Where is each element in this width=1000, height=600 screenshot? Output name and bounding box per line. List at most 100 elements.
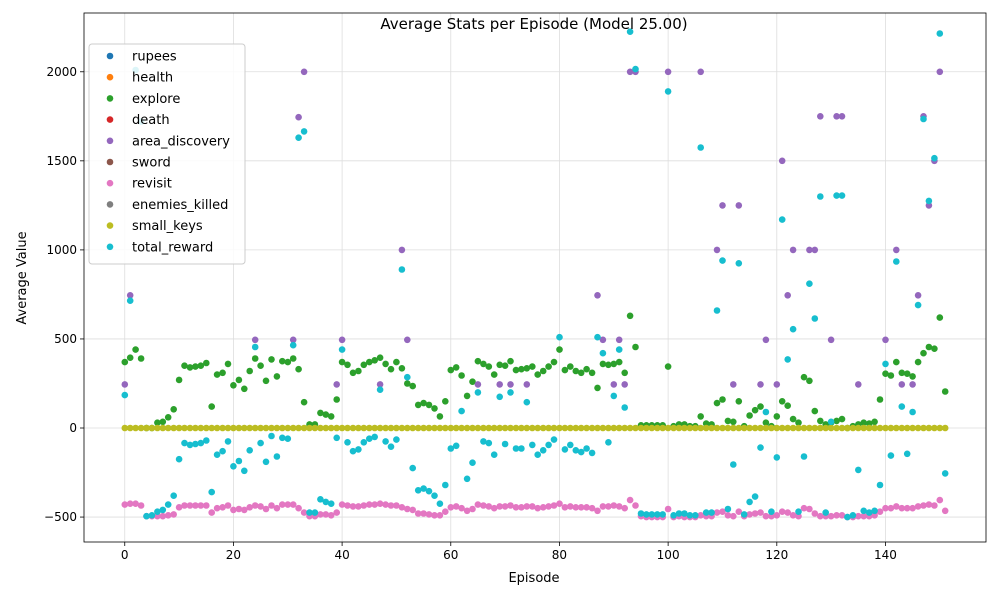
data-point-total-reward: [181, 439, 188, 447]
data-point-area-discovery: [893, 246, 900, 254]
data-point-total-reward: [186, 441, 194, 449]
data-point-total-reward: [404, 373, 411, 381]
data-point-explore: [583, 365, 590, 373]
data-point-revisit: [376, 500, 384, 508]
data-point-revisit: [719, 508, 726, 515]
data-point-small-keys: [376, 424, 384, 432]
data-point-explore: [925, 343, 933, 351]
data-point-small-keys: [610, 424, 618, 432]
data-point-small-keys: [659, 424, 666, 432]
data-point-explore: [121, 358, 129, 366]
data-point-area-discovery: [474, 381, 482, 388]
data-point-small-keys: [784, 424, 791, 432]
data-point-total-reward: [241, 467, 248, 475]
data-point-revisit: [599, 503, 607, 510]
chart-title: Average Stats per Episode (Model 25.00): [380, 15, 687, 33]
data-point-revisit: [626, 496, 634, 504]
data-point-explore: [789, 415, 797, 423]
data-point-small-keys: [289, 424, 297, 432]
data-point-explore: [458, 372, 465, 379]
data-point-revisit: [458, 504, 465, 512]
data-point-explore: [284, 358, 292, 366]
data-point-small-keys: [681, 424, 688, 432]
data-point-total-reward: [621, 404, 628, 411]
data-point-area-discovery: [882, 336, 889, 344]
data-point-total-reward: [452, 442, 460, 450]
data-point-revisit: [550, 502, 558, 509]
data-point-total-reward: [817, 193, 824, 200]
data-point-revisit: [925, 501, 933, 508]
data-point-revisit: [175, 504, 183, 511]
data-point-total-reward: [577, 448, 585, 456]
data-point-small-keys: [349, 424, 357, 432]
data-point-total-reward: [936, 30, 944, 37]
data-point-small-keys: [431, 424, 438, 432]
data-point-area-discovery: [664, 68, 672, 76]
data-point-small-keys: [670, 424, 677, 432]
data-point-small-keys: [735, 424, 743, 432]
data-point-small-keys: [855, 424, 862, 432]
data-point-revisit: [833, 512, 840, 519]
data-point-revisit: [539, 504, 547, 511]
data-point-explore: [436, 413, 444, 420]
data-point-small-keys: [876, 424, 884, 432]
data-point-small-keys: [279, 424, 286, 432]
legend-label: enemies_killed: [132, 198, 228, 213]
data-point-total-reward: [175, 455, 183, 463]
data-point-total-reward: [235, 457, 243, 465]
data-point-small-keys: [126, 424, 134, 432]
data-point-small-keys: [626, 424, 634, 432]
data-point-explore: [224, 360, 232, 368]
data-point-revisit: [697, 512, 704, 519]
data-point-explore: [719, 396, 726, 403]
data-point-total-reward: [545, 441, 552, 449]
data-point-small-keys: [637, 424, 645, 432]
data-point-area-discovery: [398, 246, 406, 254]
data-point-explore: [463, 392, 471, 400]
data-point-revisit: [746, 511, 753, 518]
data-point-total-reward: [295, 134, 302, 141]
x-tick-label: 80: [552, 548, 567, 562]
data-point-revisit: [817, 512, 824, 520]
data-point-small-keys: [458, 424, 465, 432]
data-point-explore: [811, 407, 819, 415]
data-point-revisit: [490, 504, 498, 512]
data-point-explore: [833, 417, 840, 425]
data-point-revisit: [735, 508, 743, 515]
data-point-explore: [920, 349, 927, 357]
data-point-revisit: [512, 504, 520, 511]
data-point-small-keys: [501, 424, 509, 432]
data-point-small-keys: [822, 424, 829, 432]
data-point-total-reward: [148, 512, 156, 519]
data-point-revisit: [789, 512, 797, 519]
data-point-total-reward: [914, 301, 922, 309]
data-point-small-keys: [827, 424, 835, 432]
data-point-total-reward: [300, 128, 308, 135]
data-point-small-keys: [387, 424, 395, 432]
data-point-revisit: [170, 511, 177, 518]
data-point-small-keys: [414, 424, 422, 432]
data-point-total-reward: [322, 498, 330, 506]
data-point-small-keys: [860, 424, 867, 432]
data-point-small-keys: [838, 424, 846, 432]
data-point-explore: [626, 312, 634, 320]
data-point-revisit: [409, 506, 417, 514]
data-point-small-keys: [143, 424, 150, 432]
data-point-revisit: [442, 508, 449, 515]
x-tick-label: 120: [765, 548, 788, 562]
data-point-explore: [208, 403, 215, 410]
data-point-explore: [452, 364, 460, 371]
data-point-small-keys: [490, 424, 498, 432]
data-point-total-reward: [490, 451, 498, 459]
data-point-revisit: [349, 503, 357, 510]
data-point-total-reward: [730, 461, 737, 468]
data-point-small-keys: [817, 424, 824, 432]
data-point-small-keys: [175, 424, 183, 432]
data-point-small-keys: [708, 424, 715, 432]
legend-marker: [106, 52, 114, 60]
data-point-small-keys: [398, 424, 406, 432]
data-point-explore: [154, 419, 161, 427]
data-point-small-keys: [463, 424, 471, 432]
data-point-small-keys: [219, 424, 226, 432]
data-point-total-reward: [659, 511, 666, 518]
